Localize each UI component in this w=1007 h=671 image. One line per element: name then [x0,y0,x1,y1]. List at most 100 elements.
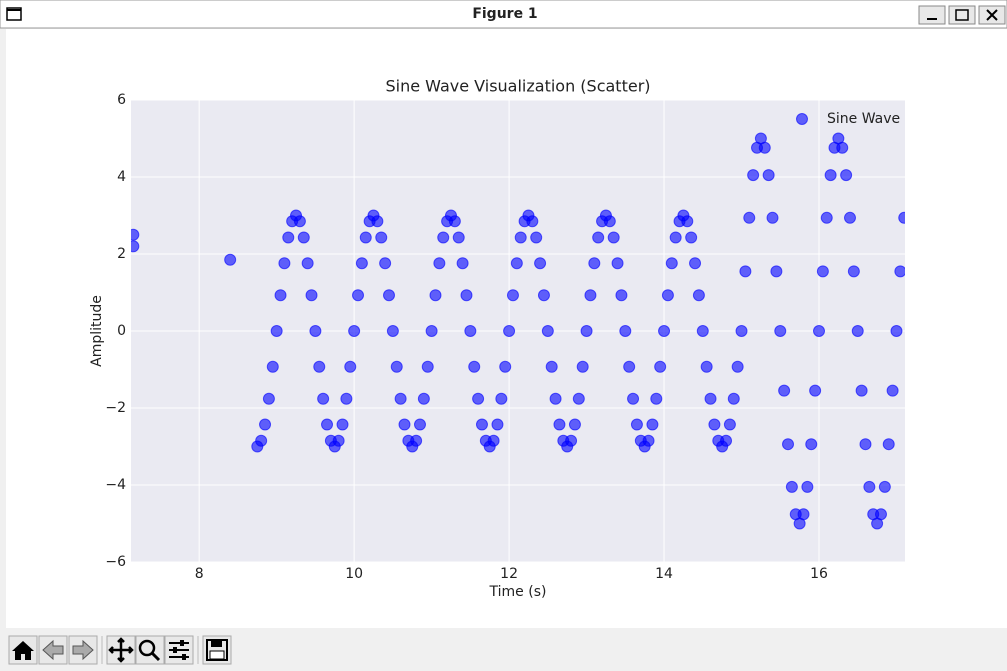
point [630,418,643,431]
point [572,392,585,405]
point [805,438,818,451]
point [874,508,887,521]
point [425,325,438,337]
forward-button[interactable] [68,635,98,665]
point [266,360,279,373]
point [468,360,481,373]
configure-button[interactable] [164,635,194,665]
point [448,215,461,228]
point [650,392,663,405]
point [611,257,624,270]
point [417,392,430,405]
x-tick-label: 10 [345,566,363,582]
point [321,418,334,431]
point [685,231,698,244]
point [592,231,605,244]
point [224,253,237,266]
save-button[interactable] [202,635,232,665]
point [898,211,905,224]
point [410,434,423,447]
point [588,257,601,270]
point [259,418,272,431]
point [344,360,357,373]
point [274,289,287,302]
point [809,384,822,397]
point [669,231,682,244]
point [460,289,473,302]
point [386,325,399,337]
y-tick-label: 0 [117,323,126,339]
point [437,231,450,244]
point [731,360,744,373]
back-button[interactable] [38,635,68,665]
point [131,240,140,253]
point [661,289,674,302]
point [530,231,543,244]
legend: Sine Wave [796,111,900,127]
minimize-button[interactable] [918,5,946,25]
chart-title: Sine Wave Visualization (Scatter) [385,77,650,96]
point [689,257,702,270]
point [735,325,748,337]
point [534,257,547,270]
y-tick-label: 4 [117,169,126,185]
point [340,392,353,405]
point [778,384,791,397]
pan-button[interactable] [106,635,136,665]
point [894,265,905,278]
point [371,215,384,228]
point [723,418,736,431]
point [720,434,733,447]
point [797,508,810,521]
point [390,360,403,373]
point [774,325,787,337]
point [762,169,775,182]
point [545,360,558,373]
point [658,325,671,337]
zoom-button[interactable] [135,635,165,665]
point [692,289,705,302]
point [704,392,717,405]
maximize-button[interactable] [948,5,976,25]
point [758,141,771,154]
point [855,384,868,397]
point [843,211,856,224]
point [623,360,636,373]
point [475,418,488,431]
point [526,215,539,228]
point [309,325,322,337]
point [847,265,860,278]
point [642,434,655,447]
point [882,438,895,451]
title-bar [0,0,1007,29]
points [131,132,905,530]
point [503,325,516,337]
point [282,231,295,244]
x-tick-label: 12 [500,566,518,582]
point [472,392,485,405]
point [603,215,616,228]
point [770,265,783,278]
window-icon [6,7,22,21]
point [262,392,275,405]
point [836,141,849,154]
ticks: 8 10 12 14 16 −6 −4 −2 0 2 4 6 [105,92,828,582]
point [782,438,795,451]
y-tick-label: −4 [105,477,126,493]
point [665,257,678,270]
x-tick-label: 8 [195,566,204,582]
close-button[interactable] [978,5,1006,25]
point [890,325,903,337]
y-tick-label: −2 [105,400,126,416]
point [131,228,140,241]
point [886,384,899,397]
point [708,418,721,431]
point [487,434,500,447]
point [456,257,469,270]
point [727,392,740,405]
point [813,325,825,337]
point [499,360,512,373]
home-button[interactable] [8,635,38,665]
point [607,231,620,244]
point [580,325,593,337]
